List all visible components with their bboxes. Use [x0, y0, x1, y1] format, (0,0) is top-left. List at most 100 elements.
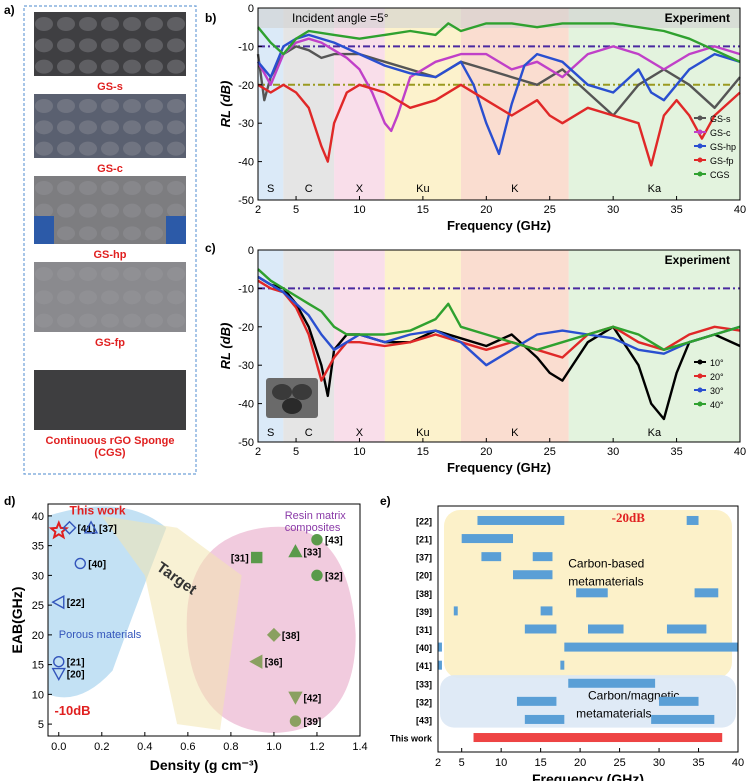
band-label-x: X [356, 183, 364, 195]
y-axis-title: EAB(GHz) [9, 587, 25, 654]
series-line-GS-c [256, 37, 741, 133]
x-tick-label: 10 [353, 446, 365, 458]
point-marker [288, 691, 303, 705]
photo-texture-cell [167, 290, 185, 305]
photo-texture-cell [35, 17, 53, 31]
x-tick-label: 35 [670, 446, 682, 458]
photo-texture-cell [167, 38, 185, 53]
photo-texture-cell [57, 267, 75, 281]
x-tick-label: 35 [670, 204, 682, 216]
y-tick-label: -30 [238, 118, 254, 130]
row-label: [22] [416, 516, 432, 526]
photo-texture-cell [79, 226, 97, 241]
series-line-CGS [257, 22, 741, 63]
photo-texture-cell [79, 267, 97, 281]
inset-dome [292, 384, 312, 400]
photo-texture-cell [167, 141, 185, 156]
inset-dome [272, 384, 292, 400]
photo-texture-cell [79, 313, 97, 328]
photo-texture-cell [57, 17, 75, 31]
band-label-c: C [305, 427, 313, 439]
band-label-x: X [356, 427, 364, 439]
eab-bar [473, 733, 723, 743]
photo-texture-cell [35, 99, 53, 113]
panel-a-frame [23, 5, 197, 475]
photo-texture-cell [145, 17, 163, 31]
legend-marker [697, 373, 703, 379]
eab-bar [568, 678, 656, 688]
y-tick-label: 10 [32, 689, 44, 701]
photo-texture-cell [35, 59, 53, 74]
photo-texture-cell [167, 181, 185, 195]
carbon-label-2: metamaterials [568, 575, 643, 589]
photo-texture-cell [145, 59, 163, 74]
y-tick-label: -40 [238, 157, 254, 169]
eab-bar [481, 552, 502, 562]
x-tick-label: 1.2 [309, 741, 324, 753]
x-tick-label: 40 [734, 204, 746, 216]
magnetic-label-2: metamaterials [576, 707, 651, 721]
legend-label: GS-c [710, 128, 731, 138]
threshold-label: -10dB [54, 703, 90, 718]
series-line-GS-fp [257, 83, 741, 167]
photo-gs-fp [34, 262, 186, 332]
eab-bar [588, 624, 624, 634]
x-tick-label: 0.2 [94, 741, 109, 753]
legend-marker [697, 171, 703, 177]
inset-dome [282, 398, 302, 414]
eab-bar [564, 642, 738, 652]
photo-texture-cell [167, 267, 185, 281]
x-tick-label: 5 [293, 204, 299, 216]
row-label: This work [390, 734, 433, 744]
photo-texture-cell [79, 290, 97, 305]
point-marker [311, 533, 323, 546]
band-k [460, 8, 569, 200]
threshold-label: -20dB [612, 510, 646, 525]
plot-frame [437, 505, 739, 753]
photo-texture-cell [57, 99, 75, 113]
series-line-GS-hp [257, 33, 741, 156]
point-marker [266, 627, 281, 642]
x-tick-label: 2 [255, 204, 261, 216]
photo-texture-cell [123, 59, 141, 74]
legend-label: 20° [710, 372, 724, 382]
point-marker [249, 654, 263, 669]
photo-caption: GS-c [97, 163, 123, 175]
photo-gs-c [34, 94, 186, 158]
photo-backdrop [166, 216, 186, 244]
point-label: [39] [303, 717, 321, 728]
magnetic-region [440, 675, 736, 728]
x-tick-label: 2 [435, 757, 441, 769]
panel-label-d: d) [4, 494, 15, 508]
photo-texture-cell [101, 141, 119, 156]
plot-frame [257, 7, 741, 201]
series-line-30° [257, 275, 741, 367]
x-tick-label: 40 [734, 446, 746, 458]
x-tick-label: 20 [480, 446, 492, 458]
photo-texture-cell [123, 120, 141, 135]
eab-bar [524, 714, 565, 724]
photo-texture-cell [101, 17, 119, 31]
eab-bar [516, 696, 557, 706]
y-axis-title: RL (dB) [218, 81, 233, 128]
photo-texture-cell [35, 38, 53, 53]
eab-bar [477, 515, 565, 525]
photo-texture-cell [57, 290, 75, 305]
photo-texture-cell [101, 313, 119, 328]
eab-bar [666, 624, 707, 634]
photo-texture-cell [101, 290, 119, 305]
chart-d: 0.0 0.2 0.4 0.6 0.8 1.0 1.2 1.4 5 10 15 20 25 30 35 40 D… [9, 503, 368, 773]
y-tick-label: 30 [32, 570, 44, 582]
chart-c: S C X Ku K Ka2 5 10 15 20 25 30 35 400-10-20-30-40-50… [218, 245, 746, 475]
title-band [258, 8, 740, 28]
y-tick-label: 35 [32, 541, 44, 553]
eab-bar [532, 552, 553, 562]
magnetic-label-1: Carbon/magnetic [588, 689, 679, 703]
photo-texture-cell [145, 141, 163, 156]
legend-marker [697, 401, 703, 407]
x-tick-label: 0.0 [51, 741, 66, 753]
point-label: [42] [303, 693, 321, 704]
photo-texture-cell [57, 38, 75, 53]
band-label-s: S [267, 183, 274, 195]
photo-texture-cell [35, 141, 53, 156]
